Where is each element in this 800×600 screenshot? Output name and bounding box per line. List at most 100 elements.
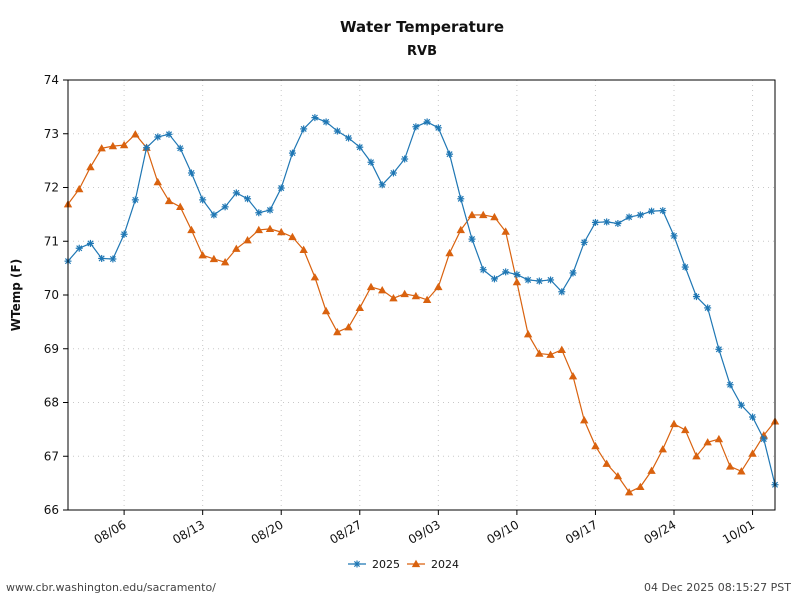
- data-point-2025: [109, 255, 117, 263]
- data-point-2025: [277, 184, 285, 192]
- data-point-2025: [199, 196, 207, 204]
- data-point-2024: [602, 459, 611, 467]
- data-point-2025: [154, 133, 162, 141]
- x-axis-ticks: 08/06 08/13 08/20 08/27 09/03 09/10 09/17 09/24…: [92, 510, 757, 547]
- data-point-2024: [624, 488, 634, 496]
- data-point-2024: [512, 277, 522, 286]
- data-point-2024: [445, 248, 454, 257]
- data-point-2025: [468, 235, 476, 243]
- data-point-2025: [737, 401, 745, 409]
- data-point-2025: [636, 211, 644, 219]
- legend: 2025 2024: [348, 558, 459, 571]
- legend-item-2024: 2024: [407, 558, 459, 571]
- data-point-2024: [535, 349, 544, 357]
- chart-subtitle: RVB: [407, 44, 437, 59]
- x-tick-label: 09/03: [406, 517, 443, 546]
- data-point-2024: [389, 294, 398, 302]
- data-point-2024: [97, 144, 106, 152]
- data-point-2025: [300, 125, 308, 133]
- x-tick-label: 08/06: [92, 517, 129, 546]
- data-point-2024: [546, 350, 555, 358]
- data-point-2025: [490, 275, 498, 283]
- data-point-2024: [153, 177, 162, 186]
- x-tick-label: 08/20: [249, 517, 286, 546]
- series-2024: [63, 130, 780, 496]
- data-point-2024: [725, 462, 735, 470]
- data-point-2024: [613, 471, 623, 480]
- legend-marker-triangle-icon: [411, 559, 421, 568]
- data-point-2024: [501, 227, 510, 235]
- data-point-2025: [558, 288, 566, 296]
- series-line-2024: [67, 133, 776, 494]
- data-point-2025: [648, 207, 656, 215]
- data-point-2024: [580, 416, 589, 424]
- data-point-2025: [502, 268, 510, 276]
- y-tick-label: 68: [44, 396, 59, 410]
- data-point-2025: [726, 381, 734, 389]
- data-point-2024: [400, 289, 409, 298]
- data-point-2024: [344, 323, 353, 331]
- data-point-2024: [310, 273, 320, 281]
- data-point-2025: [378, 181, 386, 189]
- data-point-2025: [232, 189, 240, 197]
- data-point-2025: [659, 207, 667, 215]
- data-point-2025: [446, 150, 454, 158]
- data-point-2024: [422, 295, 432, 303]
- y-axis-label: WTemp (F): [9, 259, 23, 331]
- data-point-2024: [108, 141, 118, 150]
- chart-title: Water Temperature: [340, 18, 504, 36]
- data-point-2024: [658, 445, 667, 453]
- data-point-2024: [636, 482, 645, 491]
- data-point-2024: [434, 282, 443, 291]
- data-point-2024: [669, 419, 679, 428]
- data-point-2024: [591, 441, 600, 450]
- data-point-2024: [321, 306, 331, 315]
- data-point-2024: [209, 254, 219, 263]
- data-point-2025: [434, 124, 442, 132]
- data-point-2024: [86, 162, 95, 171]
- y-tick-label: 69: [44, 342, 59, 356]
- data-point-2024: [198, 251, 207, 259]
- y-tick-label: 67: [44, 449, 59, 463]
- timestamp: 04 Dec 2025 08:15:27 PST: [643, 581, 791, 594]
- data-point-2025: [75, 244, 83, 252]
- data-point-2025: [681, 263, 689, 271]
- data-point-2025: [266, 206, 274, 214]
- legend-item-2025: 2025: [348, 558, 400, 571]
- data-point-2025: [187, 169, 195, 177]
- data-point-2024: [366, 282, 376, 291]
- legend-label: 2025: [372, 558, 400, 571]
- grid: [68, 80, 775, 510]
- data-point-2024: [411, 291, 421, 300]
- data-point-2024: [164, 196, 174, 205]
- data-point-2024: [265, 224, 275, 233]
- data-point-2024: [299, 245, 308, 253]
- x-tick-label: 10/01: [720, 517, 757, 546]
- data-point-2025: [176, 144, 184, 152]
- data-point-2025: [569, 269, 577, 277]
- data-point-2024: [647, 466, 656, 474]
- data-point-2025: [692, 293, 700, 301]
- data-point-2025: [670, 232, 678, 240]
- data-point-2024: [681, 425, 690, 434]
- data-point-2025: [547, 276, 555, 284]
- legend-marker-asterisk-icon: [353, 560, 361, 568]
- data-point-2024: [523, 330, 533, 338]
- data-point-2025: [131, 196, 139, 204]
- data-point-2025: [221, 203, 229, 211]
- data-point-2025: [412, 123, 420, 131]
- data-point-2025: [715, 345, 723, 353]
- data-point-2024: [277, 227, 286, 236]
- data-point-2025: [165, 130, 173, 138]
- x-tick-label: 09/24: [642, 517, 679, 546]
- data-point-2025: [580, 238, 588, 246]
- data-point-2025: [255, 209, 263, 217]
- data-point-2024: [75, 184, 84, 193]
- data-point-2025: [120, 230, 128, 238]
- data-point-2025: [603, 218, 611, 226]
- data-point-2025: [356, 143, 364, 151]
- plot-frame: [67, 79, 776, 511]
- y-tick-label: 71: [44, 234, 59, 248]
- data-point-2025: [345, 134, 353, 142]
